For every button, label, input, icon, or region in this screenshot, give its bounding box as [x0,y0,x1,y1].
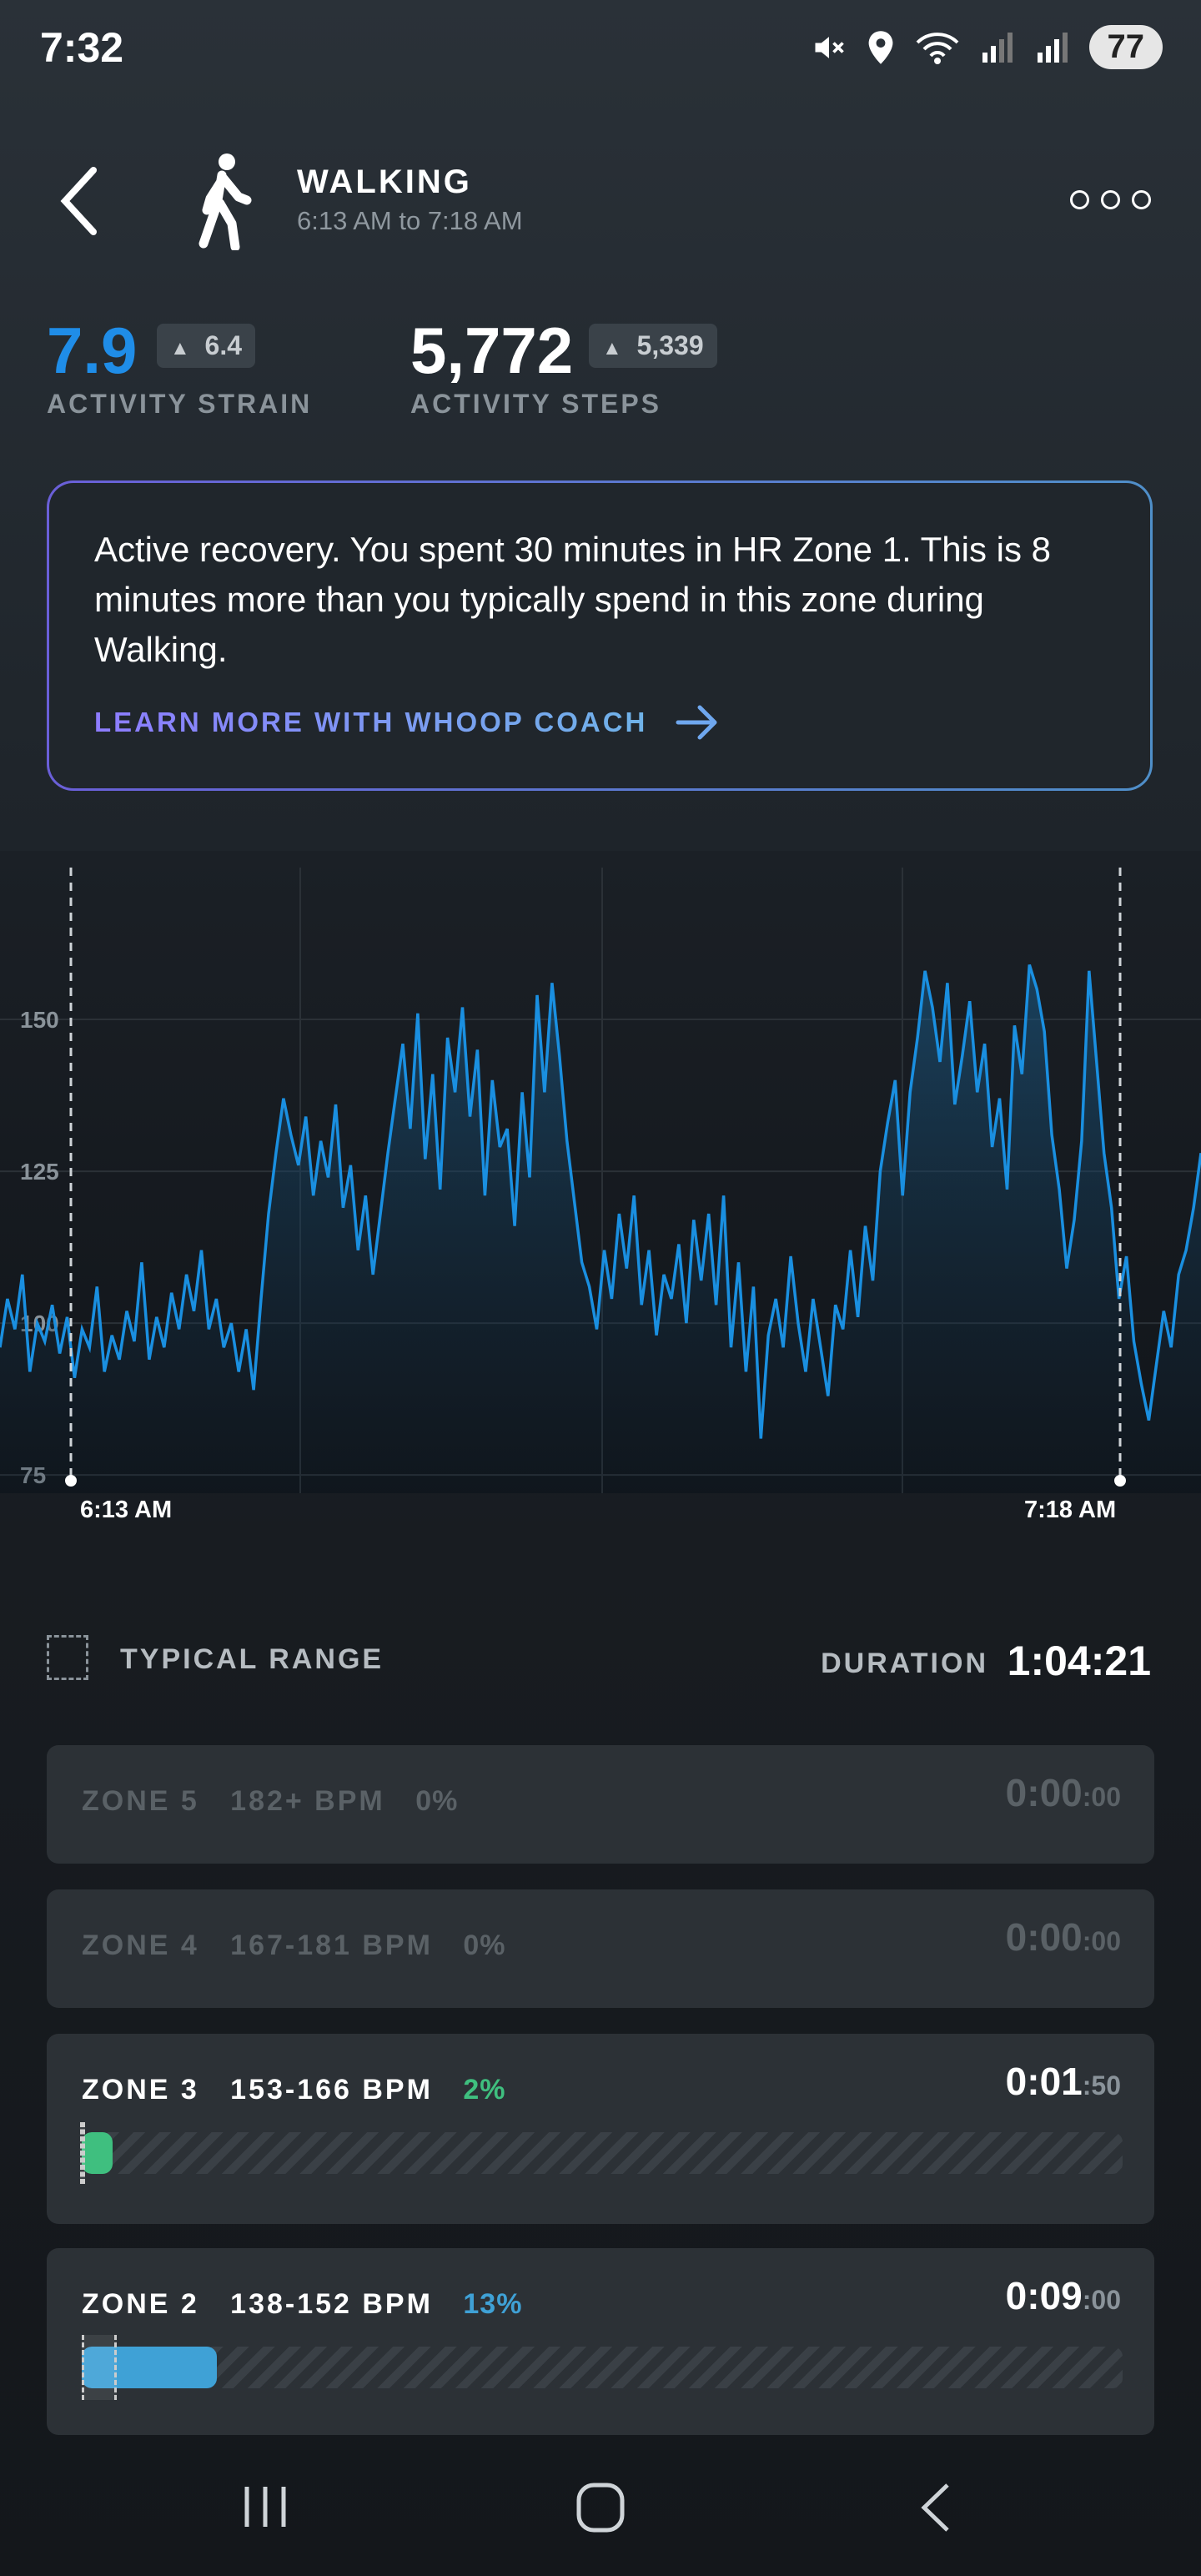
heart-rate-chart: 75100125150 [0,851,1201,1493]
zone-2-progress [82,2347,1123,2388]
zone-3-fill [82,2132,113,2174]
zone-bpm: 138-152 BPM [230,2288,433,2320]
zone-3-time: 0:01:50 [1006,2059,1121,2104]
nav-back-button[interactable] [917,2482,954,2538]
coach-insight-text: Active recovery. You spent 30 minutes in… [94,530,1052,669]
zone-time-seconds: :00 [1082,2285,1121,2315]
zone-time-main: 0:00 [1005,1915,1083,1959]
coach-insight-card: Active recovery. You spent 30 minutes in… [47,480,1153,791]
zone-2-card[interactable]: ZONE 2 138-152 BPM 13% 0:09:00 [47,2248,1154,2435]
steps-label: ACTIVITY STEPS [410,389,662,419]
zone-time-seconds: :00 [1082,1782,1121,1812]
zone-2-time: 0:09:00 [1006,2273,1121,2318]
strain-label: ACTIVITY STRAIN [47,389,313,419]
activity-title: WALKING [297,164,472,200]
typical-range-label: TYPICAL RANGE [120,1643,384,1675]
chevron-left-icon [921,2483,949,2532]
zone-4-title: ZONE 4 167-181 BPM 0% [82,1929,506,1962]
zone-time-seconds: :00 [1082,1926,1121,1956]
zone-4-card[interactable]: ZONE 4 167-181 BPM 0% 0:00:00 [47,1889,1154,2008]
strain-value: 7.9 [47,314,138,387]
status-icons: 77 [811,25,1163,69]
zone-name: ZONE 4 [82,1929,199,1961]
signal-icon [982,32,1013,63]
duration-label: DURATION [821,1648,988,1679]
zone-3-typical-range [80,2122,85,2184]
dot-icon [1101,190,1120,209]
zone-bpm: 182+ BPM [230,1785,385,1817]
zone-name: ZONE 5 [82,1785,199,1817]
strain-delta-badge: ▲ 6.4 [157,324,256,368]
zone-2-typical-range [82,2335,117,2400]
chart-end-time: 7:18 AM [1024,1497,1117,1523]
zone-time-seconds: :50 [1082,2070,1121,2101]
zone-time-main: 0:00 [1005,1771,1083,1814]
triangle-up-icon: ▲ [170,337,190,360]
heart-rate-area [0,964,1201,1493]
battery-indicator: 77 [1088,25,1163,69]
steps-delta: 5,339 [636,330,704,360]
status-time: 7:32 [40,24,124,71]
zone-pct: 13% [463,2288,523,2320]
duration-value: 1:04:21 [1007,1638,1151,1684]
zone-pct: 0% [415,1785,459,1817]
home-icon [576,2483,625,2533]
zone-4-time: 0:00:00 [1006,1914,1121,1960]
zone-time-main: 0:09 [1005,2274,1083,2317]
end-marker-dot [1114,1475,1126,1487]
zone-pct: 2% [463,2074,506,2106]
zone-name: ZONE 3 [82,2074,199,2106]
zone-5-card[interactable]: ZONE 5 182+ BPM 0% 0:00:00 [47,1745,1154,1864]
chart-y-tick-label: 150 [20,1007,59,1033]
zone-2-title: ZONE 2 138-152 BPM 13% [82,2288,522,2321]
start-marker-dot [65,1475,77,1487]
mute-icon [815,36,844,58]
zone-bpm: 167-181 BPM [230,1929,433,1961]
location-icon [868,30,892,64]
zone-5-time: 0:00:00 [1006,1770,1121,1815]
typical-range-swatch [47,1635,88,1680]
steps-delta-badge: ▲ 5,339 [589,324,717,368]
chart-y-tick-label: 125 [20,1159,59,1185]
zone-2-fill [82,2347,218,2388]
zone-name: ZONE 2 [82,2288,199,2320]
recent-apps-icon [244,2487,286,2527]
signal-icon-2 [1037,32,1068,63]
strain-delta: 6.4 [204,330,243,360]
steps-value: 5,772 [410,314,574,387]
chevron-left-icon [60,167,97,235]
triangle-up-icon: ▲ [602,337,622,360]
walking-icon [192,150,259,254]
wifi-icon [916,32,958,64]
zone-3-card[interactable]: ZONE 3 153-166 BPM 2% 0:01:50 [47,2034,1154,2224]
zone-3-progress [82,2132,1123,2174]
zone-bpm: 153-166 BPM [230,2074,433,2106]
more-options-button[interactable] [1070,190,1151,209]
activity-time-range: 6:13 AM to 7:18 AM [297,206,523,235]
heart-rate-line [0,963,1201,1439]
coach-link[interactable]: LEARN MORE WITH WHOOP COACH [94,707,648,737]
recent-apps-button[interactable] [242,2482,289,2536]
zone-pct: 0% [463,1929,506,1961]
zone-time-main: 0:01 [1005,2060,1083,2103]
home-button[interactable] [575,2482,626,2538]
dot-icon [1132,190,1151,209]
back-button[interactable] [58,165,100,241]
zone-5-title: ZONE 5 182+ BPM 0% [82,1785,458,1818]
dot-icon [1070,190,1089,209]
arrow-right-icon[interactable] [675,702,721,747]
chart-start-time: 6:13 AM [80,1497,173,1523]
zone-3-title: ZONE 3 153-166 BPM 2% [82,2074,506,2106]
